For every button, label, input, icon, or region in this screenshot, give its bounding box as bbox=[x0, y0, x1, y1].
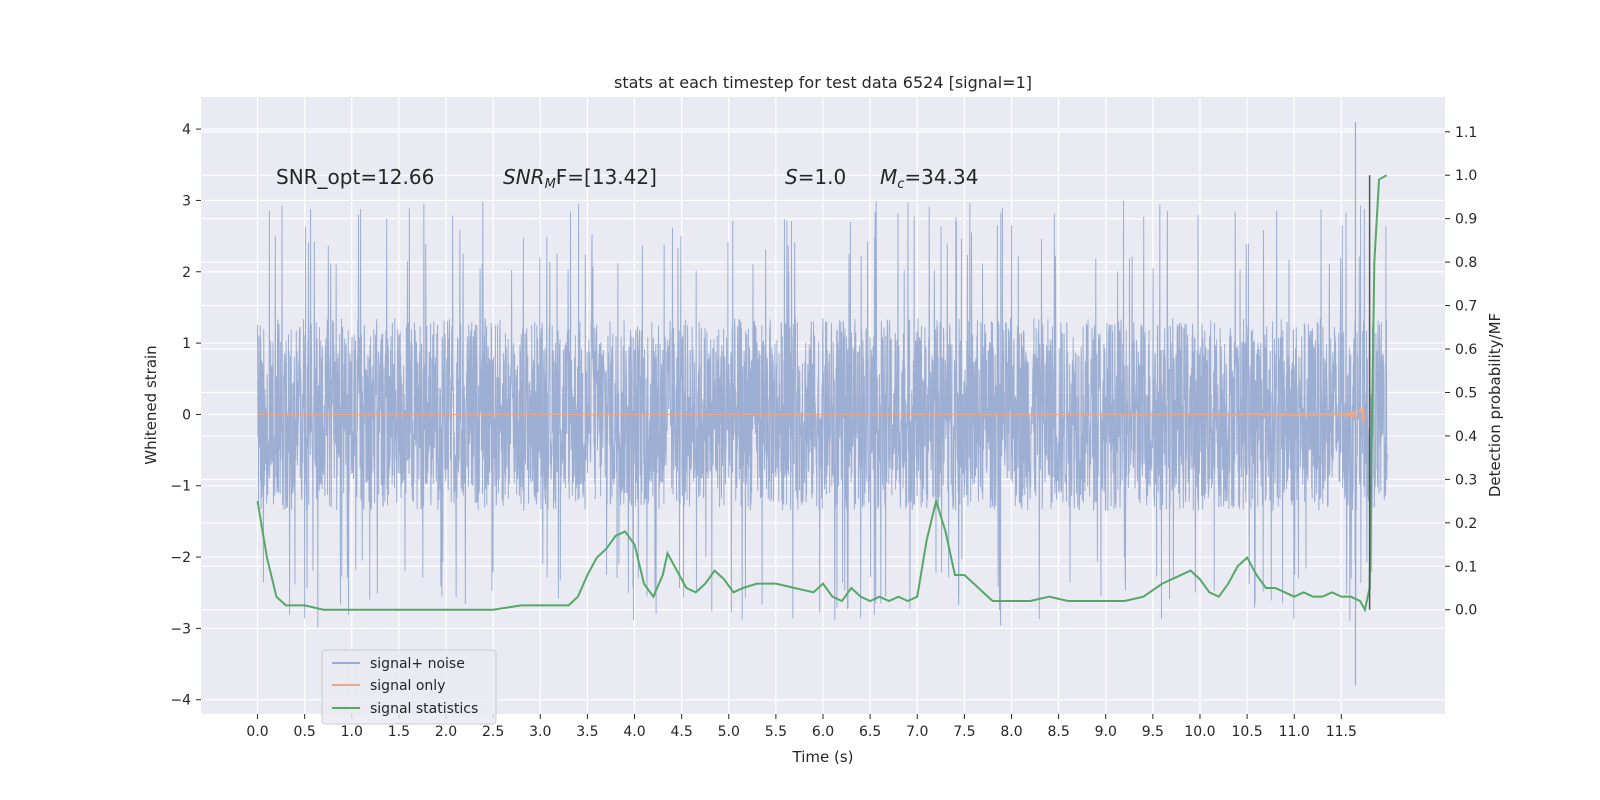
x-tick-label: 10.5 bbox=[1232, 724, 1263, 740]
x-tick-label: 3.0 bbox=[529, 724, 551, 740]
x-tick-label: 5.0 bbox=[718, 724, 740, 740]
x-tick-label: 2.5 bbox=[482, 724, 504, 740]
y-right-tick-label: 0.9 bbox=[1455, 212, 1477, 228]
y-right-tick-label: 0.6 bbox=[1455, 342, 1477, 358]
annotation-mc-sub: c bbox=[897, 177, 904, 192]
annotation-mc: Mc=34.34 bbox=[880, 165, 978, 192]
x-tick-label: 11.5 bbox=[1326, 724, 1357, 740]
y-axis-left: −4 −3 −2 −1 0 1 2 3 4 bbox=[170, 122, 201, 709]
x-tick-label: 9.0 bbox=[1095, 724, 1117, 740]
legend-label-signal-noise: signal+ noise bbox=[370, 656, 465, 672]
annotation-mc-tail: =34.34 bbox=[904, 165, 978, 189]
y-right-tick-label: 0.8 bbox=[1455, 255, 1477, 271]
y-left-tick-label: 1 bbox=[182, 336, 191, 352]
legend-label-signal-only: signal only bbox=[370, 678, 445, 694]
y-axis-left-title: Whitened strain bbox=[142, 345, 160, 464]
x-tick-label: 0.5 bbox=[294, 724, 316, 740]
annotation-snr-mf-main: SNR bbox=[503, 165, 545, 189]
y-right-tick-label: 1.0 bbox=[1455, 168, 1477, 184]
y-left-tick-label: −2 bbox=[170, 550, 191, 566]
y-right-tick-label: 0.3 bbox=[1455, 472, 1477, 488]
y-right-tick-label: 0.0 bbox=[1455, 603, 1477, 619]
x-tick-label: 3.5 bbox=[576, 724, 598, 740]
x-tick-label: 1.5 bbox=[388, 724, 410, 740]
x-tick-label: 7.5 bbox=[953, 724, 975, 740]
x-tick-label: 0.0 bbox=[246, 724, 268, 740]
y-right-tick-label: 0.1 bbox=[1455, 559, 1477, 575]
y-left-tick-label: −4 bbox=[170, 693, 191, 709]
x-tick-label: 9.5 bbox=[1142, 724, 1164, 740]
x-tick-label: 2.0 bbox=[435, 724, 457, 740]
x-tick-label: 11.0 bbox=[1279, 724, 1310, 740]
x-tick-label: 6.0 bbox=[812, 724, 834, 740]
series-signal-noise-line bbox=[257, 200, 1389, 628]
y-axis-right-title: Detection probability/MF bbox=[1486, 313, 1504, 497]
y-left-tick-label: 4 bbox=[182, 122, 191, 138]
annotation-s-tail: =1.0 bbox=[798, 165, 847, 189]
chart-title: stats at each timestep for test data 652… bbox=[614, 73, 1032, 92]
y-right-tick-label: 0.5 bbox=[1455, 385, 1477, 401]
series-signal-only-line bbox=[257, 406, 1365, 424]
y-left-tick-label: 2 bbox=[182, 265, 191, 281]
x-tick-label: 1.0 bbox=[341, 724, 363, 740]
x-tick-label: 4.5 bbox=[671, 724, 693, 740]
x-tick-label: 7.0 bbox=[906, 724, 928, 740]
annotation-s: S=1.0 bbox=[785, 165, 846, 189]
y-left-tick-label: 3 bbox=[182, 193, 191, 209]
x-axis-title: Time (s) bbox=[792, 748, 854, 766]
annotation-snr-mf-tail: F=[13.42] bbox=[556, 165, 657, 189]
annotation-snr-mf: SNRMF=[13.42] bbox=[503, 165, 657, 192]
y-left-tick-label: 0 bbox=[182, 407, 191, 423]
y-right-tick-label: 0.2 bbox=[1455, 516, 1477, 532]
x-tick-label: 10.0 bbox=[1184, 724, 1215, 740]
y-right-tick-label: 1.1 bbox=[1455, 125, 1477, 141]
legend-box bbox=[321, 649, 497, 725]
y-right-tick-label: 0.4 bbox=[1455, 429, 1477, 445]
x-tick-label: 4.0 bbox=[623, 724, 645, 740]
x-tick-label: 5.5 bbox=[765, 724, 787, 740]
annotation-snr-mf-sub: M bbox=[545, 177, 556, 192]
y-right-tick-label: 0.7 bbox=[1455, 299, 1477, 315]
annotation-mc-main: M bbox=[880, 165, 897, 189]
x-tick-label: 8.5 bbox=[1047, 724, 1069, 740]
y-axis-right: 0.0 0.1 0.2 0.3 0.4 0.5 0.6 0.7 0.8 0.9 1.0 1.1 bbox=[1445, 125, 1477, 619]
annotation-s-main: S bbox=[785, 165, 798, 189]
y-left-tick-label: −1 bbox=[170, 479, 191, 495]
x-axis: 0.0 0.5 1.0 1.5 2.0 2.5 3.0 3.5 4.0 4.5 5.0 5.5 6.0 6… bbox=[246, 714, 1357, 740]
plot-area bbox=[256, 121, 1389, 686]
legend: signal+ noise signal only signal statist… bbox=[321, 649, 497, 725]
y-left-tick-label: −3 bbox=[170, 621, 191, 637]
x-tick-label: 8.0 bbox=[1000, 724, 1022, 740]
legend-label-signal-statistics: signal statistics bbox=[370, 701, 478, 717]
x-tick-label: 6.5 bbox=[859, 724, 881, 740]
annotation-snr-opt: SNR_opt=12.66 bbox=[276, 165, 434, 189]
series-signal-statistics-line bbox=[256, 174, 1388, 613]
